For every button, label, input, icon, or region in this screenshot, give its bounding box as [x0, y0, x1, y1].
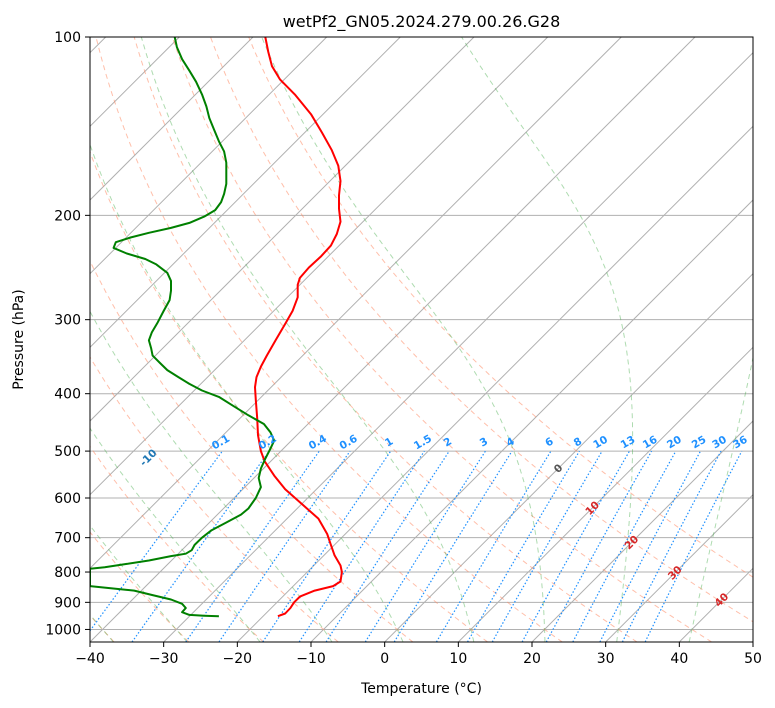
mixing-ratio-line: [644, 450, 743, 642]
isotherm-line: [90, 37, 401, 349]
sounding-profiles: [90, 37, 343, 618]
isotherm-line: [531, 420, 753, 642]
y-tick-label: 900: [54, 595, 81, 611]
pressure-gridlines: [90, 37, 753, 630]
moist-adiabat-line: [261, 37, 546, 642]
mixing-ratio-line: [393, 450, 513, 642]
x-tick-label: 40: [670, 651, 688, 667]
mixing-ratio-line: [298, 450, 425, 642]
isotherm-lines: [90, 37, 753, 642]
dry-adiabat-line: [95, 37, 563, 642]
mixing-ratio-line: [185, 450, 320, 642]
y-tick-label: 200: [54, 208, 81, 224]
y-tick-label: 100: [54, 30, 81, 46]
moist-adiabat-line: [461, 37, 634, 642]
y-tick-label: 700: [54, 531, 81, 547]
temperature-profile-line: [254, 37, 343, 618]
isotherm-line: [384, 272, 753, 642]
moist-adiabats: [90, 37, 753, 642]
isotherm-line: [90, 37, 549, 496]
x-tick-label: −40: [75, 651, 105, 667]
mixing-ratio-line: [572, 450, 677, 642]
y-tick-label: 1000: [45, 622, 81, 638]
isotherm-line: [236, 125, 753, 642]
dry-adiabat-line: [171, 37, 712, 642]
dry-adiabat-line: [90, 531, 190, 642]
y-tick-label: 600: [54, 491, 81, 507]
x-axis-label: Temperature (°C): [360, 681, 482, 697]
isotherm-line: [457, 346, 753, 642]
dry-adiabat-line: [90, 259, 414, 642]
x-tick-label: −10: [296, 651, 326, 667]
y-tick-label: 300: [54, 313, 81, 329]
moist-adiabat-line: [90, 142, 404, 642]
dry-adiabat-line: [90, 150, 488, 642]
dry-adiabat-line: [133, 37, 638, 642]
mixing-ratio-line: [90, 450, 223, 632]
plot-frame: [89, 36, 754, 643]
mixing-ratio-line: [521, 450, 631, 642]
x-axis-ticks: −40 −30 −20 −10 0 10 20 30 40 50: [75, 642, 762, 667]
isotherm-line: [90, 37, 328, 275]
x-tick-label: 20: [523, 651, 541, 667]
x-tick-label: 30: [597, 651, 615, 667]
chart-title: wetPf2_GN05.2024.279.00.26.G28: [283, 12, 561, 32]
y-axis-label: Pressure (hPa): [11, 289, 27, 389]
mixing-ratio-line: [435, 450, 552, 642]
isotherm-line: [90, 37, 622, 570]
isotherm-line: [163, 51, 753, 642]
mixing-ratio-line: [131, 450, 270, 642]
mixing-ratio-lines: [90, 450, 743, 642]
isotherm-line: [90, 37, 696, 642]
y-tick-label: 500: [54, 444, 81, 460]
dry-adiabat-line: [210, 37, 753, 623]
mixing-ratio-line: [262, 450, 392, 642]
moist-adiabat-line: [140, 37, 475, 642]
dewpoint-profile-line: [90, 37, 276, 618]
mixing-ratio-line: [545, 450, 653, 642]
moist-adiabat-line: [90, 524, 188, 642]
mixing-ratio-line: [218, 450, 351, 642]
mixing-ratio-line: [599, 450, 702, 642]
dry-adiabat-line: [248, 37, 753, 578]
dry-adiabats: [90, 37, 753, 642]
isotherm-line: [90, 37, 254, 201]
dry-adiabat-line: [90, 445, 264, 642]
moist-adiabat-line: [90, 310, 333, 642]
x-tick-label: −20: [223, 651, 253, 667]
y-tick-label: 800: [54, 565, 81, 581]
x-tick-label: −30: [149, 651, 179, 667]
x-tick-label: 50: [744, 651, 762, 667]
x-tick-label: 10: [449, 651, 467, 667]
y-tick-label: 400: [54, 387, 81, 403]
y-axis-ticks: 100 200 300 400 500 600 700 800 900 1000: [45, 30, 90, 638]
mixing-ratio-line: [621, 450, 722, 642]
isotherm-line: [90, 37, 475, 422]
mixing-ratio-line: [364, 450, 486, 642]
isotherm-line: [310, 199, 753, 642]
mixing-ratio-line: [325, 450, 450, 642]
isotherm-line: [605, 493, 753, 642]
moist-adiabat-line: [90, 427, 261, 642]
x-tick-label: 0: [380, 651, 389, 667]
